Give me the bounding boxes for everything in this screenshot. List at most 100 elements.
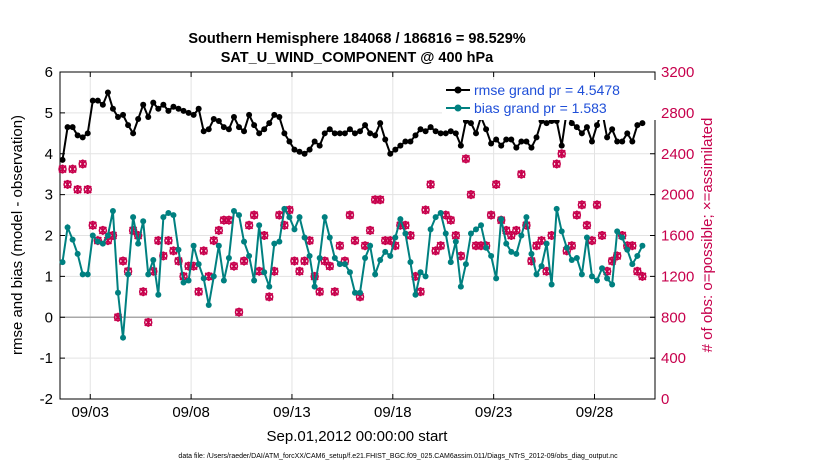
bias-point [427, 226, 434, 233]
assimilated-obs-marker [426, 179, 435, 189]
bias-point [145, 271, 152, 278]
bias-point [442, 230, 449, 237]
rmse-point [341, 130, 348, 137]
bias-point [402, 230, 409, 237]
bias-point [634, 252, 641, 259]
bias-point [523, 214, 530, 221]
y-right-tick-label: 0 [661, 391, 669, 408]
bias-point [604, 275, 611, 282]
rmse-point [558, 142, 565, 149]
rmse-point [256, 130, 263, 137]
legend-box [442, 80, 660, 120]
assimilated-obs-marker [446, 215, 455, 225]
bias-point [588, 273, 595, 280]
rmse-point [251, 122, 258, 129]
rmse-point [89, 97, 96, 104]
bias-point [150, 257, 157, 264]
legend-bias-label: bias grand pr = 1.583 [474, 100, 607, 116]
bias-point [346, 269, 353, 276]
assimilated-obs-marker [436, 241, 445, 251]
bias-point [74, 250, 81, 257]
rmse-point [59, 156, 66, 163]
rmse-point [125, 122, 132, 129]
y-tick-label: -2 [40, 391, 53, 408]
bias-point [230, 207, 237, 214]
assimilated-obs-marker [517, 169, 526, 179]
y-tick-label: 3 [45, 187, 53, 204]
bias-point [478, 222, 485, 229]
rmse-point [604, 134, 611, 141]
bias-point [59, 259, 66, 266]
rmse-point [311, 138, 318, 145]
bias-point [362, 254, 369, 261]
bias-point [568, 257, 575, 264]
y-tick-label: 6 [45, 64, 53, 81]
bias-point [180, 279, 187, 286]
rmse-point [241, 128, 248, 135]
rmse-point [185, 109, 192, 116]
assimilated-obs-marker [144, 317, 153, 327]
assimilated-obs-marker [345, 210, 355, 220]
rmse-point [594, 122, 601, 129]
y-right-tick-label: 800 [661, 309, 686, 326]
assimilated-obs-marker [557, 149, 566, 159]
rmse-point [99, 101, 106, 108]
rmse-point [261, 126, 268, 133]
bias-point [155, 291, 162, 298]
assimilated-obs-marker [194, 287, 203, 297]
bias-point [170, 212, 177, 219]
assimilated-obs-marker [63, 179, 72, 189]
bias-point [114, 289, 121, 296]
y-tick-label: 1 [45, 268, 53, 285]
assimilated-obs-marker [582, 220, 591, 230]
bias-point [467, 230, 474, 237]
rmse-point [367, 130, 374, 137]
bias-point [286, 214, 293, 221]
assimilated-obs-marker [255, 266, 264, 276]
rmse-point [190, 111, 197, 118]
x-axis-label: Sep.01,2012 00:00:00 start [267, 428, 449, 445]
assimilated-obs-marker [154, 236, 163, 246]
rmse-point [94, 97, 101, 104]
bias-point [382, 248, 389, 255]
rmse-point [210, 116, 217, 123]
bias-point [387, 252, 394, 259]
rmse-point [321, 130, 328, 137]
bias-point [392, 234, 399, 241]
bias-point [69, 236, 76, 243]
assimilated-obs-marker [209, 236, 218, 246]
rmse-point [508, 136, 515, 143]
bias-point [493, 275, 500, 282]
assimilated-obs-marker [199, 246, 208, 256]
bias-point [412, 291, 419, 298]
rmse-point [417, 126, 424, 133]
rmse-point [150, 99, 157, 106]
rmse-point [488, 140, 495, 147]
legend-rmse-label: rmse grand pr = 4.5478 [474, 82, 620, 98]
bias-point [266, 283, 273, 290]
bias-point [488, 252, 495, 259]
assimilated-obs-marker [169, 246, 178, 256]
bias-point [326, 234, 333, 241]
assimilated-obs-marker [335, 241, 344, 251]
assimilated-obs-marker [295, 266, 304, 276]
bias-point [457, 283, 464, 290]
rmse-point [140, 101, 147, 108]
legend-bias-marker [454, 104, 462, 112]
rmse-point [543, 120, 550, 127]
rmse-point [200, 128, 207, 135]
rmse-point [316, 142, 323, 149]
bias-point [432, 214, 439, 221]
bias-point [296, 214, 303, 221]
bias-point [599, 265, 606, 272]
rmse-point [230, 113, 237, 120]
bias-point [563, 244, 570, 251]
bias-point [281, 205, 288, 212]
rmse-point [432, 128, 439, 135]
y-right-tick-label: 1200 [661, 268, 694, 285]
bias-point [220, 277, 227, 284]
bias-point [79, 271, 86, 278]
rmse-point [629, 138, 636, 145]
rmse-point [639, 120, 646, 127]
